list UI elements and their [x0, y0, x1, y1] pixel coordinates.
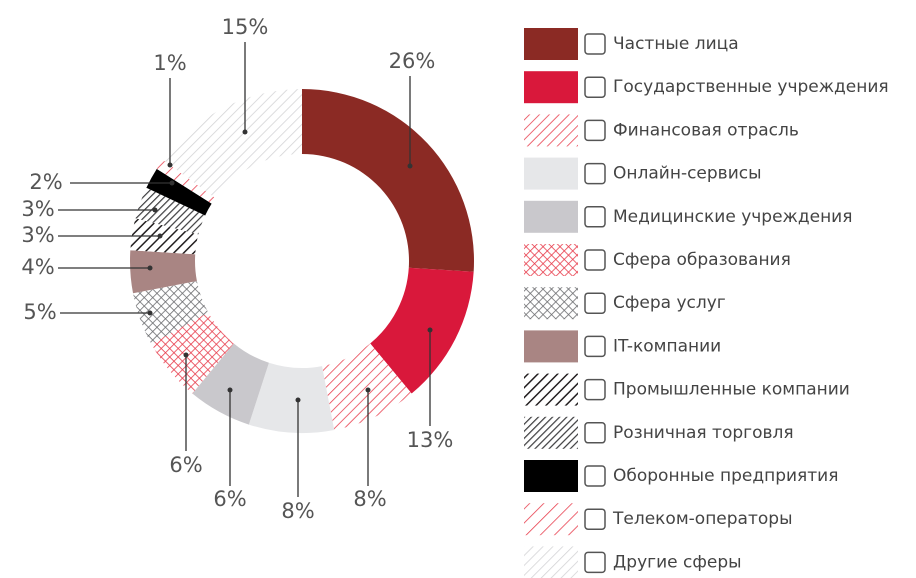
donut-slice [133, 281, 209, 344]
legend-label: Медицинские учреждения [613, 207, 852, 227]
legend-icon [584, 292, 606, 314]
legend-swatch [524, 503, 578, 536]
legend-swatch [524, 460, 578, 492]
data-label: 15% [222, 15, 269, 39]
data-label: 8% [353, 487, 386, 511]
legend-swatch [524, 244, 578, 276]
legend-icon [584, 249, 606, 271]
legend-label: Сфера образования [613, 250, 791, 270]
leader-dot [183, 352, 189, 358]
legend-label: Другие сферы [613, 552, 742, 572]
leader-dot [242, 129, 248, 135]
donut-slice [156, 159, 216, 204]
leader-dot [427, 327, 433, 333]
legend-icon [584, 119, 606, 142]
legend-swatch [524, 373, 578, 406]
legend-label: Частные лица [613, 34, 739, 54]
data-label: 8% [281, 499, 314, 523]
leader-dot [152, 207, 158, 213]
leader-dot [147, 265, 153, 271]
donut-slice [135, 187, 206, 235]
legend-label: Телеком-операторы [612, 509, 793, 529]
legend-label: Розничная торговля [613, 423, 794, 443]
legend-swatch [524, 287, 578, 320]
leader-dot [227, 387, 233, 393]
legend-label: Сфера услуг [613, 293, 726, 313]
donut-slice [248, 362, 335, 433]
data-label: 3% [21, 223, 54, 247]
legend-icon [584, 33, 606, 55]
leader-dot [147, 310, 153, 316]
legend-icon [584, 551, 606, 574]
donut-slice [302, 89, 474, 272]
legend-icon [584, 162, 606, 185]
legend-icon [584, 508, 606, 530]
donut-slice [192, 343, 269, 425]
donut-slice [370, 267, 474, 394]
legend-swatch [524, 157, 578, 190]
legend-icon [584, 335, 606, 358]
data-label: 6% [213, 487, 246, 511]
legend-label: Государственные учреждения [613, 77, 889, 97]
data-label: 2% [29, 170, 62, 194]
data-label: 4% [21, 255, 54, 279]
leader-dot [295, 397, 301, 403]
legend-icon [584, 422, 606, 444]
data-label: 13% [407, 428, 454, 452]
data-label: 6% [169, 453, 202, 477]
legend-swatch [524, 200, 578, 233]
legend-swatch [524, 546, 578, 578]
donut-slice [130, 218, 199, 255]
legend-icon [584, 76, 606, 98]
legend-label: Финансовая отрасль [613, 120, 799, 140]
leader-dot [157, 233, 163, 239]
data-label: 26% [389, 49, 436, 73]
legend-label: IT-компании [613, 336, 721, 356]
legend-icon [584, 206, 606, 228]
legend-swatch [524, 71, 578, 104]
leader-dot [167, 162, 173, 168]
data-label: 1% [153, 51, 186, 75]
legend-icon [584, 378, 606, 401]
data-label: 5% [23, 300, 56, 324]
donut-slice [322, 343, 412, 430]
legend-label: Онлайн-сервисы [613, 164, 762, 184]
donut-slice [130, 250, 197, 294]
legend-label: Промышленные компании [613, 380, 850, 400]
data-label: 3% [21, 197, 54, 221]
donut-slice [162, 89, 302, 199]
legend-icon [584, 465, 606, 487]
legend-swatch [524, 28, 578, 60]
legend-swatch [524, 416, 578, 449]
leader-dot [365, 387, 371, 393]
donut-slice [146, 168, 212, 216]
leader-dot [169, 180, 175, 186]
donut-slice [151, 312, 234, 394]
legend-swatch [524, 330, 578, 363]
legend-label: Оборонные предприятия [613, 466, 838, 486]
leader-dot [407, 163, 413, 169]
legend-swatch [524, 114, 578, 147]
